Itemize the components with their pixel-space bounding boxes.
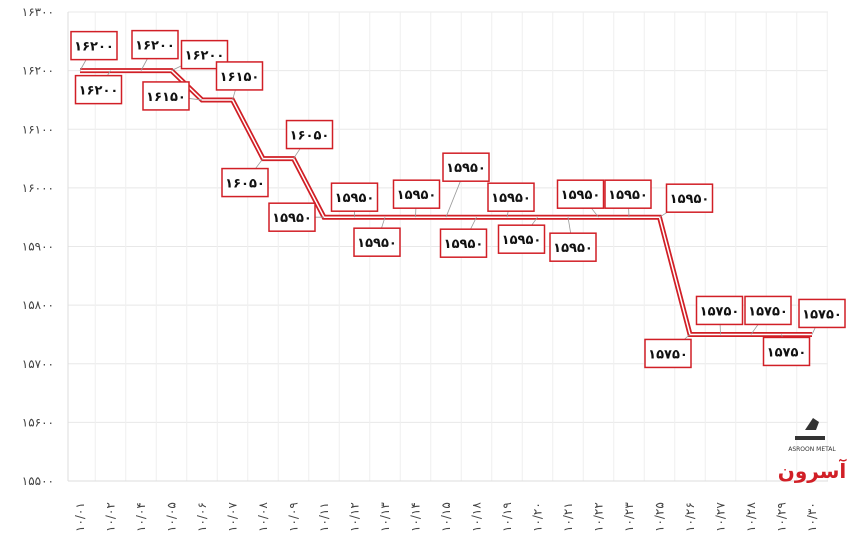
logo-text: آسرون	[778, 458, 848, 483]
x-tick-label: ۱۰/۰۹	[287, 502, 301, 532]
x-tick-label: ۱۰/۲۰	[531, 502, 545, 532]
data-label-box	[353, 227, 401, 257]
data-label: ۱۵۹۵۰	[561, 188, 601, 203]
data-label-box	[762, 336, 811, 367]
data-label-box	[549, 232, 597, 262]
x-tick-label: ۱۰/۰۷	[226, 502, 240, 532]
x-tick-label: ۱۰/۱۱	[317, 502, 331, 532]
data-label-box	[798, 298, 846, 329]
y-tick-label: ۱۵۷۰۰	[22, 357, 54, 371]
data-label: ۱۶۱۵۰	[220, 70, 260, 85]
y-axis: ۱۵۵۰۰ ۱۵۶۰۰ ۱۵۷۰۰ ۱۵۸۰۰ ۱۵۹۰۰ ۱۶۰۰۰ ۱۶۱۰۰ ۱۶۲۰۰…	[22, 5, 54, 488]
data-label: ۱۶۲۰۰	[135, 39, 175, 54]
data-labels: ۱۶۲۰۰ ۱۶۲۰۰ ۱۶۲۰۰ ۱۶۲۰۰ ۱۶۱۵۰ ۱۶۱۵۰ ۱۶۰۵۰ ۱۶۰۵۰…	[70, 29, 846, 369]
data-label-box	[439, 228, 488, 258]
logo-subtext: ASROON METAL	[788, 446, 836, 453]
data-label-box	[487, 182, 535, 212]
data-label: ۱۵۹۵۰	[491, 191, 531, 206]
x-tick-label: ۱۰/۰۴	[134, 502, 148, 532]
data-label: ۱۶۲۰۰	[79, 84, 119, 99]
x-tick-label: ۱۰/۱۵	[439, 502, 453, 532]
data-label: ۱۵۹۵۰	[357, 236, 397, 251]
data-label: ۱۵۷۵۰	[802, 307, 842, 322]
data-label-box	[142, 81, 190, 111]
x-tick-label: ۱۰/۱۹	[500, 502, 514, 532]
y-tick-label: ۱۵۹۰۰	[22, 240, 54, 254]
data-label-box	[644, 338, 692, 369]
y-tick-label: ۱۶۰۰۰	[22, 181, 54, 195]
data-label: ۱۵۷۵۰	[700, 304, 740, 319]
y-tick-label: ۱۵۶۰۰	[22, 415, 54, 429]
data-label: ۱۵۷۵۰	[648, 347, 688, 362]
x-axis: ۱۰/۰۱ ۱۰/۰۲ ۱۰/۰۴ ۱۰/۰۵ ۱۰/۰۶ ۱۰/۰۷ ۱۰/۰۸ ۱۰/۰۹…	[73, 502, 819, 532]
data-label: ۱۶۰۵۰	[290, 129, 330, 144]
x-tick-label: ۱۰/۰۲	[104, 502, 118, 532]
x-tick-label: ۱۰/۱۸	[470, 502, 484, 532]
x-tick-label: ۱۰/۲۵	[653, 502, 667, 532]
data-label: ۱۵۷۵۰	[767, 345, 807, 360]
x-tick-label: ۱۰/۲۹	[775, 502, 789, 532]
data-label-box	[268, 202, 316, 232]
x-tick-label: ۱۰/۰۵	[165, 502, 179, 532]
data-label: ۱۵۹۵۰	[670, 192, 710, 207]
x-tick-label: ۱۰/۲۶	[683, 502, 697, 532]
x-tick-label: ۱۰/۲۸	[744, 502, 758, 532]
data-label-box	[556, 179, 605, 209]
y-tick-label: ۱۵۸۰۰	[22, 298, 54, 312]
data-label: ۱۵۹۵۰	[444, 237, 484, 252]
data-label: ۱۵۷۵۰	[748, 304, 788, 319]
y-tick-label: ۱۵۵۰۰	[22, 474, 54, 488]
data-label: ۱۵۹۵۰	[608, 188, 648, 203]
data-label-box	[330, 182, 379, 212]
x-tick-label: ۱۰/۲۱	[561, 502, 575, 532]
data-label: ۱۵۹۵۰	[272, 211, 312, 226]
x-tick-label: ۱۰/۲۷	[714, 502, 728, 532]
x-tick-label: ۱۰/۳۰	[805, 502, 819, 532]
data-label: ۱۶۲۰۰	[74, 40, 114, 55]
data-label-box	[131, 29, 179, 60]
data-label: ۱۵۹۵۰	[397, 188, 437, 203]
x-tick-label: ۱۰/۰۶	[195, 502, 209, 532]
data-label-box	[285, 119, 334, 150]
data-label-box	[392, 179, 441, 209]
y-tick-label: ۱۶۳۰۰	[22, 5, 54, 19]
data-label-box	[497, 224, 546, 254]
logo-icon	[795, 418, 825, 440]
data-label-box	[665, 183, 714, 213]
x-tick-label: ۱۰/۲۲	[592, 502, 606, 532]
x-tick-label: ۱۰/۰۸	[256, 502, 270, 532]
data-label-box	[442, 152, 490, 182]
data-label: ۱۶۱۵۰	[146, 90, 186, 105]
data-label: ۱۵۹۵۰	[502, 233, 542, 248]
data-label-box	[74, 74, 123, 105]
data-label: ۱۶۰۵۰	[225, 177, 265, 192]
logo: ASROON METAL آسرون	[778, 418, 848, 483]
y-tick-label: ۱۶۱۰۰	[22, 122, 54, 136]
y-tick-label: ۱۶۲۰۰	[22, 64, 54, 78]
x-tick-label: ۱۰/۱۳	[378, 502, 392, 532]
data-label-box	[695, 295, 744, 326]
data-label: ۱۵۹۵۰	[446, 161, 486, 176]
data-label: ۱۶۲۰۰	[185, 49, 225, 64]
data-label-box	[70, 30, 118, 61]
data-label-box	[604, 179, 652, 209]
x-tick-label: ۱۰/۱۴	[409, 502, 423, 532]
data-label-box	[744, 295, 792, 326]
x-tick-label: ۱۰/۲۳	[622, 502, 636, 532]
data-label: ۱۵۹۵۰	[553, 241, 593, 256]
data-label-box	[215, 61, 264, 91]
data-label: ۱۵۹۵۰	[335, 191, 375, 206]
data-label-box	[221, 167, 269, 198]
x-tick-label: ۱۰/۱۲	[348, 502, 362, 532]
x-tick-label: ۱۰/۰۱	[73, 502, 87, 532]
